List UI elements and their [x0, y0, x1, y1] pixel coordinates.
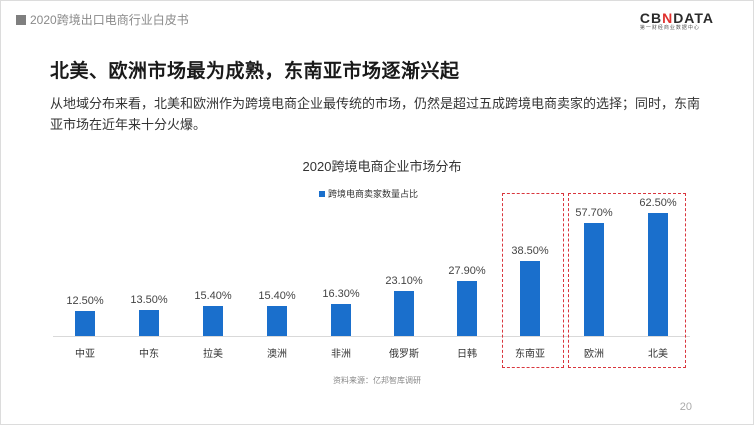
bar-value-label: 57.70%: [575, 207, 613, 219]
slide-title: 北美、欧洲市场最为成熟，东南亚市场逐渐兴起: [50, 61, 460, 82]
logo-subtitle: 第一财经商业数据中心: [639, 25, 700, 31]
bar-value-label: 12.50%: [66, 295, 104, 307]
bar-value-label: 27.90%: [448, 265, 486, 277]
x-axis-tick-label: 北美: [648, 349, 668, 360]
bar: [520, 261, 540, 336]
bar: [584, 223, 604, 336]
legend-label: 跨境电商卖家数量占比: [328, 189, 419, 199]
bar-value-label: 23.10%: [385, 275, 423, 287]
bar: [75, 311, 95, 336]
bar-value-label: 16.30%: [322, 288, 360, 300]
header-square-icon: [16, 14, 26, 25]
x-axis-tick-label: 东南亚: [515, 349, 545, 360]
x-axis-tick-label: 澳洲: [267, 349, 287, 360]
legend-swatch-icon: [319, 190, 325, 197]
bar: [394, 291, 414, 336]
x-axis-tick-label: 非洲: [331, 349, 351, 360]
x-axis-tick-label: 中亚: [75, 349, 95, 360]
bar-value-label: 13.50%: [130, 294, 168, 306]
logo-text-pre: CB: [639, 10, 663, 26]
x-axis-tick-label: 拉美: [203, 349, 223, 360]
cbndata-logo: CBNDATA 第一财经商业数据中心: [640, 11, 714, 32]
slide-description: 从地域分布来看，北美和欧洲作为跨境电商企业最传统的市场，仍然是超过五成跨境电商卖…: [50, 96, 701, 132]
highlight-box-southeast-asia: [502, 193, 564, 368]
chart-title: 2020跨境电商企业市场分布: [302, 159, 462, 174]
bar: [203, 306, 223, 336]
bar: [648, 213, 668, 336]
page-number: 20: [679, 401, 692, 413]
x-axis-tick-label: 中东: [139, 349, 159, 360]
bar-value-label: 62.50%: [639, 197, 677, 209]
logo-text-post: DATA: [673, 10, 714, 26]
bar-value-label: 38.50%: [511, 245, 549, 257]
bar-value-label: 15.40%: [194, 290, 232, 302]
bar: [267, 306, 287, 336]
chart-legend: 跨境电商卖家数量占比: [319, 187, 418, 200]
logo-text-x: N: [662, 10, 674, 26]
highlight-box-europe-north-america: [568, 193, 686, 368]
source-note: 资料来源：亿邦智库调研: [333, 376, 421, 385]
x-axis-tick-label: 日韩: [457, 349, 477, 360]
bar: [457, 281, 477, 336]
bar: [139, 310, 159, 336]
header-title: 2020跨境出口电商行业白皮书: [16, 11, 189, 28]
x-axis-tick-label: 欧洲: [584, 349, 604, 360]
x-axis-line: [53, 336, 690, 337]
bar: [331, 304, 351, 336]
x-axis-tick-label: 俄罗斯: [389, 349, 419, 360]
bar-value-label: 15.40%: [258, 290, 296, 302]
header-title-text: 2020跨境出口电商行业白皮书: [30, 13, 189, 27]
